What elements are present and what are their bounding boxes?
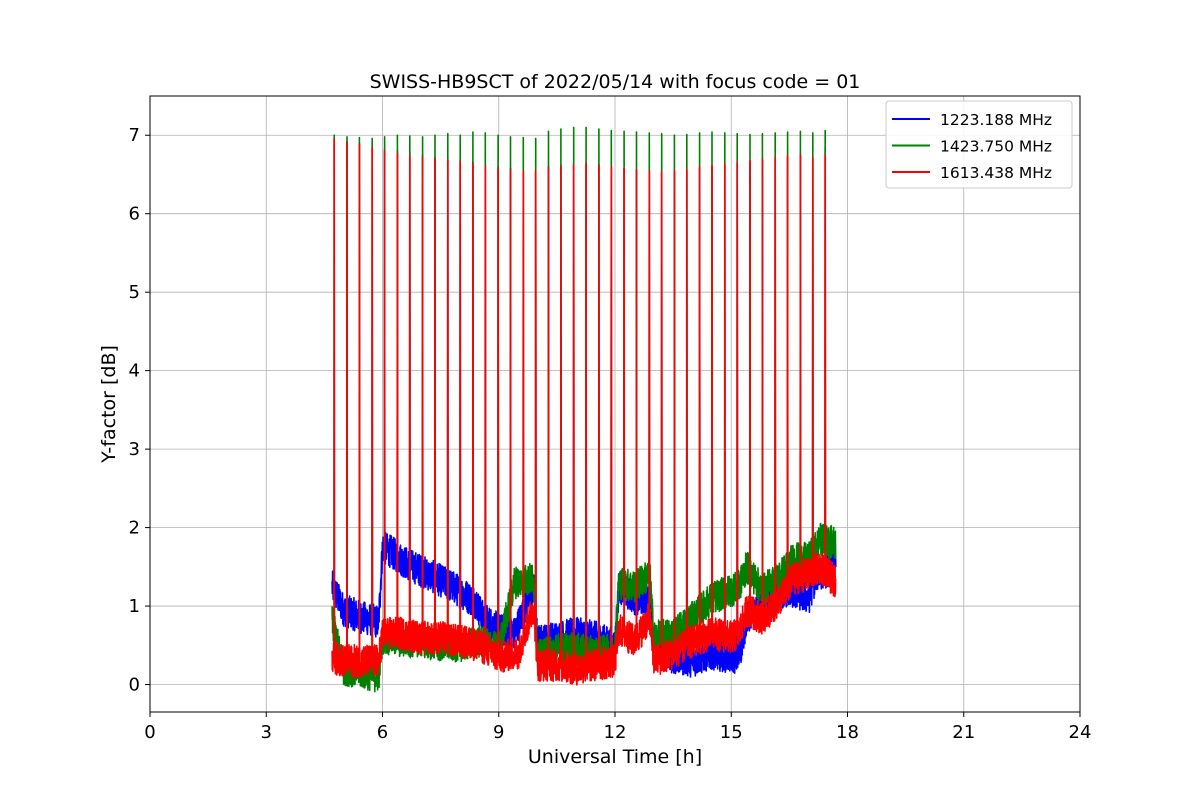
y-axis-label: Y-factor [dB]	[98, 345, 120, 464]
legend-box	[885, 100, 1073, 189]
legend-label-3: 1613.438 MHz	[940, 164, 1052, 182]
x-tick-label: 6	[377, 722, 388, 743]
legend-label-1: 1223.188 MHz	[940, 111, 1052, 129]
y-tick-label: 3	[129, 439, 140, 460]
y-tick-label: 1	[129, 596, 140, 617]
x-tick-label: 12	[604, 722, 627, 743]
x-tick-label: 3	[261, 722, 272, 743]
x-tick-label: 0	[144, 722, 155, 743]
x-tick-label: 24	[1069, 722, 1092, 743]
x-tick-label: 18	[836, 722, 859, 743]
x-tick-label: 15	[720, 722, 743, 743]
y-tick-label: 7	[129, 125, 140, 146]
y-tick-label: 4	[129, 361, 140, 382]
y-tick-label: 6	[129, 204, 140, 225]
series-line-3	[331, 138, 837, 686]
legend: 1223.188 MHz 1423.750 MHz 1613.438 MHz	[885, 100, 1073, 189]
y-tick-label: 2	[129, 518, 140, 539]
series-layer	[331, 126, 837, 693]
x-axis-label: Universal Time [h]	[528, 746, 702, 768]
x-axis: 0 3 6 9 12 15 18 21 24	[144, 712, 1091, 743]
y-axis: 0 1 2 3 4 5 6 7	[129, 125, 150, 696]
y-tick-label: 5	[129, 282, 140, 303]
chart-title: SWISS-HB9SCT of 2022/05/14 with focus co…	[370, 71, 861, 93]
legend-label-2: 1423.750 MHz	[940, 138, 1052, 156]
x-tick-label: 21	[952, 722, 975, 743]
y-tick-label: 0	[129, 675, 140, 696]
x-tick-label: 9	[493, 722, 504, 743]
